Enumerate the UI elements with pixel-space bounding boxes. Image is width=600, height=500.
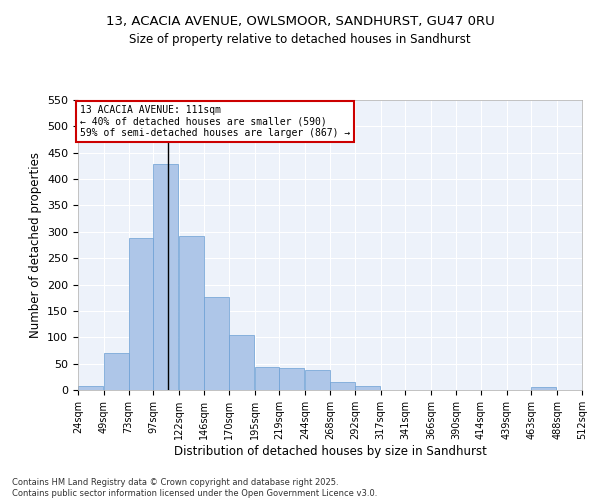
Bar	[305, 370, 330, 390]
Bar	[128, 238, 154, 390]
Bar	[229, 334, 254, 390]
Text: 13 ACACIA AVENUE: 111sqm
← 40% of detached houses are smaller (590)
59% of semi-: 13 ACACIA AVENUE: 111sqm ← 40% of detach…	[80, 106, 350, 138]
Bar	[330, 382, 355, 390]
Bar	[254, 368, 280, 390]
Text: Size of property relative to detached houses in Sandhurst: Size of property relative to detached ho…	[129, 32, 471, 46]
Bar	[154, 164, 178, 390]
Bar	[179, 236, 204, 390]
Y-axis label: Number of detached properties: Number of detached properties	[29, 152, 41, 338]
X-axis label: Distribution of detached houses by size in Sandhurst: Distribution of detached houses by size …	[173, 444, 487, 458]
Bar	[280, 368, 304, 390]
Bar	[355, 386, 380, 390]
Bar	[78, 386, 103, 390]
Bar	[582, 388, 600, 390]
Bar	[204, 296, 229, 390]
Bar	[532, 388, 556, 390]
Text: Contains HM Land Registry data © Crown copyright and database right 2025.
Contai: Contains HM Land Registry data © Crown c…	[12, 478, 377, 498]
Bar	[104, 353, 128, 390]
Text: 13, ACACIA AVENUE, OWLSMOOR, SANDHURST, GU47 0RU: 13, ACACIA AVENUE, OWLSMOOR, SANDHURST, …	[106, 15, 494, 28]
